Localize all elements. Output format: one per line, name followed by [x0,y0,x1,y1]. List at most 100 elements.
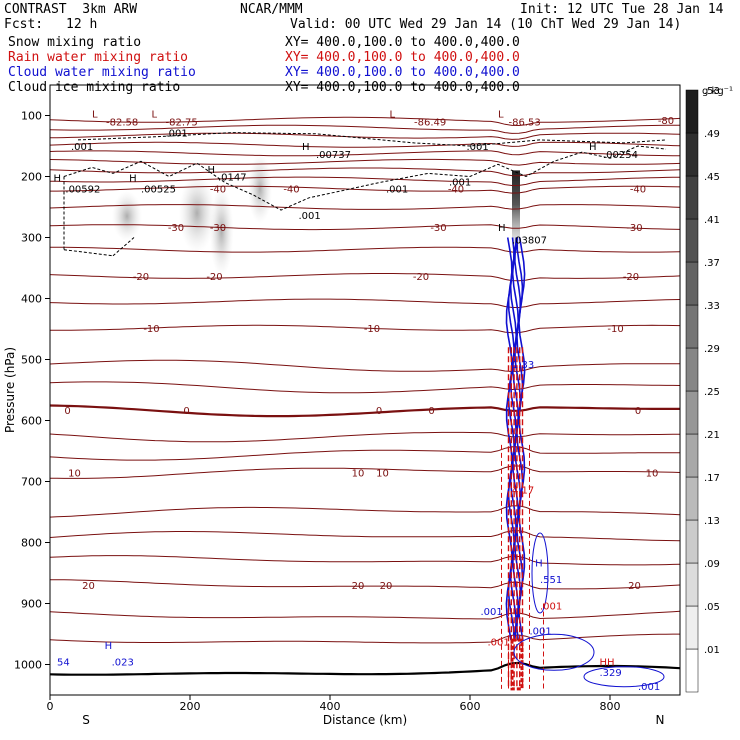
extremum-label: .329 [600,668,622,679]
x-tick-label: 800 [600,700,621,713]
colorbar-label: .49 [704,129,720,140]
isotherm-label: -10 [364,324,380,335]
isotherm-line [49,359,681,373]
contour-labels: -80 -40 -40 -40 -40 -30 -30 -30 -30 -20 -20 -20 -20 -… [54,110,675,693]
extremum-label: .0147 [218,173,247,184]
colorbar-swatch [685,175,699,220]
isotherm-label: 10 [352,468,365,479]
isotherm-line [49,579,681,590]
extremum-label: H [54,174,62,185]
colorbar-unit: g kg⁻¹ [702,86,733,97]
colorbar-swatch [685,476,699,521]
x-tick-label: 600 [460,700,481,713]
isotherm-line [49,116,681,127]
colorbar-label: .37 [704,258,720,269]
extremum-label: L [498,110,504,121]
isotherm-line [49,404,680,418]
colorbar-label: .45 [704,172,720,183]
ice-shading-patch [112,191,142,242]
ice-shading-patch [209,186,234,277]
colorbar-label: .09 [704,559,720,570]
isotherm-label: -30 [430,223,446,234]
extremum-label: L [92,110,98,121]
colorbar-label: .29 [704,344,720,355]
field-rain-xy: XY= 400.0,100.0 to 400.0,400.0 [285,50,520,65]
extremum-label: -82.58 [106,118,138,129]
colorbar-label: .41 [704,215,720,226]
extremum-label: H [535,559,543,570]
y-tick-label: 400 [21,293,42,306]
isotherm-line [49,381,681,394]
extremum-label: -86.53 [509,118,541,129]
extremum-label: H [105,641,113,652]
cloud-ice-upper-contour [77,132,667,147]
extremum-label: .551 [540,575,562,586]
isotherm-line [49,446,680,461]
extremum-label: 54 [57,657,70,668]
isotherm-label: 10 [376,468,389,479]
colorbar-swatch [685,347,699,392]
cloud-ice-contour-segment [63,249,114,257]
isotherm-line [49,633,680,644]
y-tick-label: 200 [21,171,42,184]
colorbar-swatch [685,519,699,564]
x-tick-label: 200 [180,700,201,713]
colorbar-label: .01 [704,645,720,656]
org-label: NCAR/MMM [240,2,303,17]
rain-water-core [510,638,524,691]
extremum-label: .001 [488,637,510,648]
x-axis-north-label: N [656,713,665,727]
extremum-label: HH [600,657,615,668]
forecast-value: 12 h [66,17,98,32]
extremum-label: -82.75 [166,118,198,129]
extremum-label: .001 [449,177,471,188]
init-time: Init: 12 UTC Tue 28 Jan 14 [520,2,724,17]
isotherm-label: -30 [626,223,642,234]
extremum-label: .03807 [512,235,547,246]
isotherm-label: 0 [635,406,641,417]
isotherm-line [49,530,681,542]
isotherm-label: -10 [607,324,623,335]
isotherm-line [50,246,681,253]
isotherm-label: 20 [380,581,393,592]
isotherm-line [49,132,681,140]
field-cloud-ice-xy: XY= 400.0,100.0 to 400.0,400.0 [285,80,520,95]
extremum-label: .00525 [141,185,176,196]
isotherm-line [49,158,681,166]
colorbar-swatch [685,433,699,478]
valid-time: Valid: 00 UTC Wed 29 Jan 14 (10 ChT Wed … [290,17,682,32]
isotherm-label: 10 [646,468,659,479]
forecast-label: Fcst: [4,17,44,32]
isotherm-line [49,124,680,134]
cloud-water-cell [513,633,595,671]
colorbar-swatch [685,89,699,134]
isotherm-line [49,224,681,231]
plot-frame [49,84,681,696]
colorbar-swatch [685,304,699,349]
temperature-contours [49,116,681,676]
field-cloud-water-xy: XY= 400.0,100.0 to 400.0,400.0 [285,65,520,80]
isotherm-label: 20 [352,581,365,592]
isotherm-label: 0 [183,406,189,417]
y-tick-label: 100 [21,110,42,123]
snow-shading-column [512,170,520,256]
colorbar-swatch [685,261,699,306]
isotherm-line [49,176,681,187]
convective-column [501,237,665,691]
extremum-label: .00254 [603,150,638,161]
y-tick-label: 700 [21,476,42,489]
isotherm-line [49,141,681,148]
extremum-label: .001 [467,142,489,153]
y-tick-label: 800 [21,537,42,550]
isotherm-label: -20 [133,272,149,283]
isotherm-label: 20 [628,581,641,592]
isotherm-label: -40 [283,185,299,196]
colorbar-swatch [685,218,699,263]
isotherm-line [50,185,681,194]
colorbar-swatch [685,648,699,693]
cloud-water-cell [531,532,549,614]
cloud-ice-contour [63,132,667,257]
extremum-label: 1.33 [512,360,534,371]
